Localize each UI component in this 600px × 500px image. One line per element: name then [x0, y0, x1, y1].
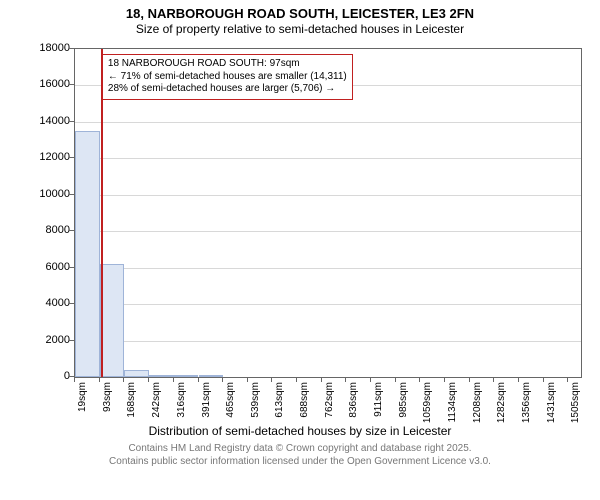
x-tick-mark — [247, 377, 248, 382]
x-tick-mark — [321, 377, 322, 382]
x-tick-mark — [469, 377, 470, 382]
x-tick-mark — [444, 377, 445, 382]
annotation-box: 18 NARBOROUGH ROAD SOUTH: 97sqm← 71% of … — [102, 54, 353, 100]
y-tick-label: 16000 — [10, 78, 70, 90]
x-axis-label: Distribution of semi-detached houses by … — [0, 424, 600, 438]
histogram-bar — [199, 375, 224, 377]
annotation-line: 18 NARBOROUGH ROAD SOUTH: 97sqm — [108, 58, 347, 71]
footer-line-2: Contains public sector information licen… — [0, 456, 600, 469]
y-tick-label: 10000 — [10, 188, 70, 200]
page-title: 18, NARBOROUGH ROAD SOUTH, LEICESTER, LE… — [0, 0, 600, 22]
y-tick-label: 6000 — [10, 261, 70, 273]
x-tick-mark — [493, 377, 494, 382]
y-tick-label: 2000 — [10, 334, 70, 346]
x-tick-mark — [148, 377, 149, 382]
x-tick-mark — [173, 377, 174, 382]
x-tick-mark — [395, 377, 396, 382]
histogram-bar — [75, 131, 100, 377]
plot-area: 18 NARBOROUGH ROAD SOUTH: 97sqm← 71% of … — [74, 48, 582, 378]
histogram-bar — [149, 375, 174, 377]
page-subtitle: Size of property relative to semi-detach… — [0, 22, 600, 36]
gridline — [75, 268, 581, 269]
footer-line-1: Contains HM Land Registry data © Crown c… — [0, 443, 600, 456]
y-tick-label: 0 — [10, 370, 70, 382]
y-tick-label: 18000 — [10, 42, 70, 54]
annotation-line: ← 71% of semi-detached houses are smalle… — [108, 71, 347, 84]
histogram-chart: Number of semi-detached properties 02000… — [0, 38, 600, 470]
annotation-line: 28% of semi-detached houses are larger (… — [108, 83, 347, 96]
chart-footer: Contains HM Land Registry data © Crown c… — [0, 443, 600, 468]
x-tick-mark — [74, 377, 75, 382]
x-tick-mark — [518, 377, 519, 382]
gridline — [75, 122, 581, 123]
x-tick-mark — [345, 377, 346, 382]
x-tick-mark — [198, 377, 199, 382]
gridline — [75, 231, 581, 232]
gridline — [75, 341, 581, 342]
y-tick-label: 8000 — [10, 224, 70, 236]
x-tick-mark — [99, 377, 100, 382]
x-tick-mark — [370, 377, 371, 382]
histogram-bar — [124, 370, 149, 377]
gridline — [75, 195, 581, 196]
y-tick-label: 12000 — [10, 151, 70, 163]
histogram-bar — [100, 264, 125, 377]
gridline — [75, 304, 581, 305]
x-tick-mark — [567, 377, 568, 382]
y-tick-label: 4000 — [10, 297, 70, 309]
x-tick-mark — [419, 377, 420, 382]
gridline — [75, 158, 581, 159]
histogram-bar — [174, 375, 199, 377]
x-tick-mark — [296, 377, 297, 382]
y-tick-label: 14000 — [10, 115, 70, 127]
x-tick-mark — [543, 377, 544, 382]
x-tick-mark — [271, 377, 272, 382]
x-tick-mark — [123, 377, 124, 382]
x-tick-mark — [222, 377, 223, 382]
